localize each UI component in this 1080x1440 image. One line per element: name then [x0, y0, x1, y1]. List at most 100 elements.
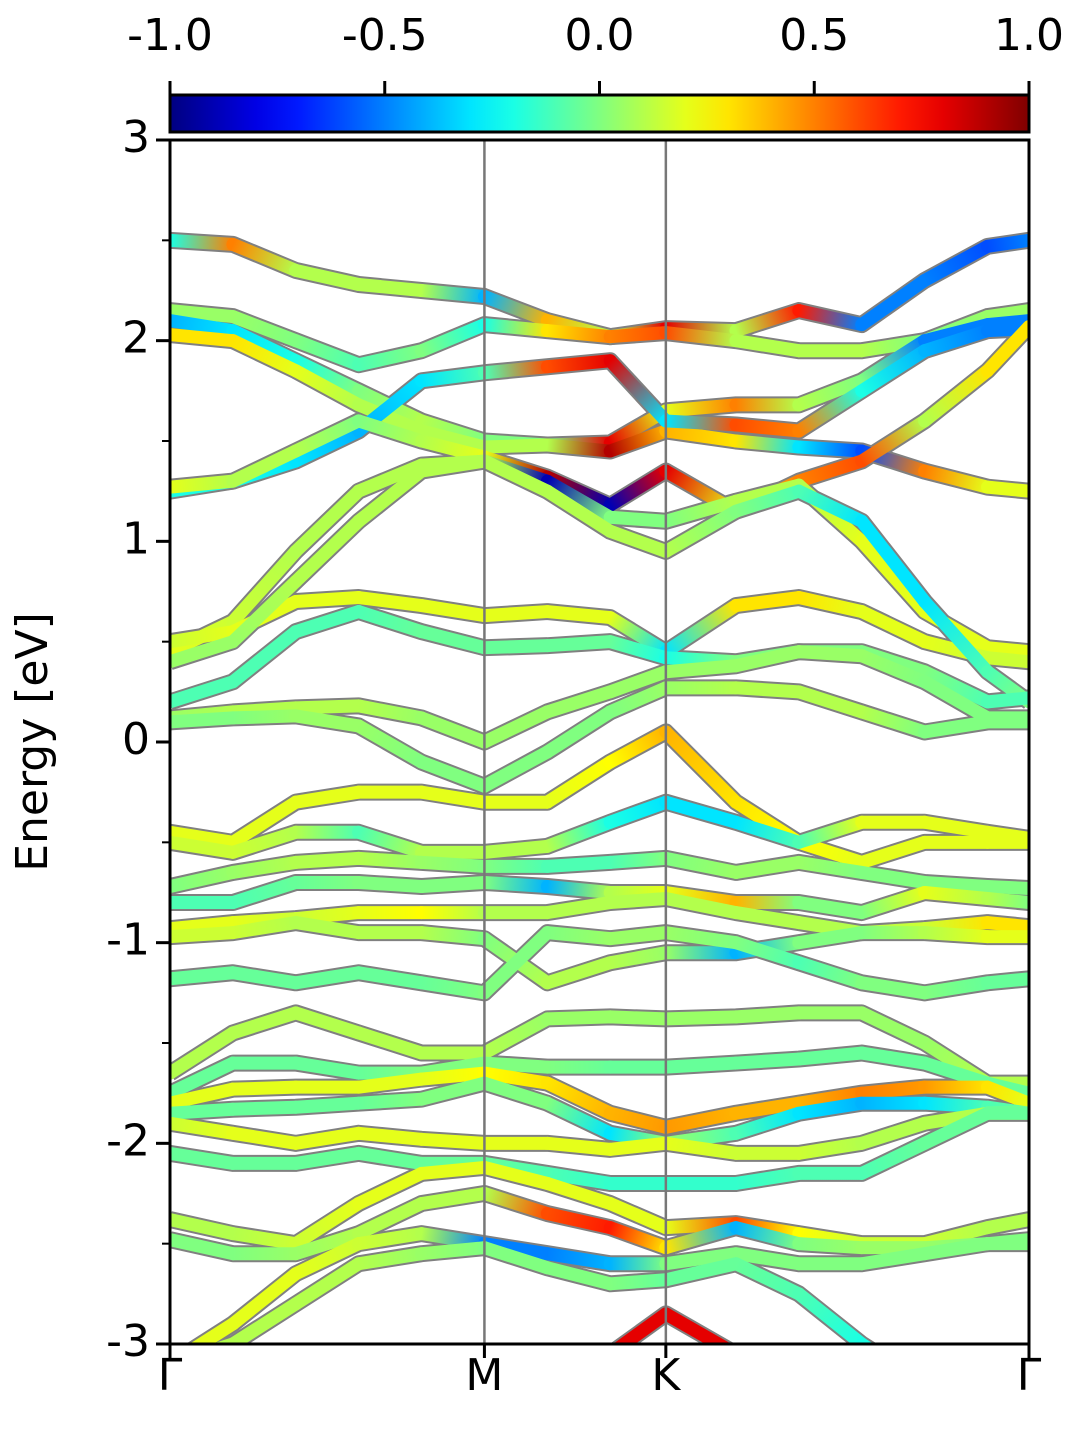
band-segment	[855, 1337, 874, 1344]
colorbar-tick-label: -0.5	[342, 10, 428, 61]
band-segment	[729, 1247, 806, 1271]
band-segment	[415, 424, 491, 454]
band-segment	[352, 398, 429, 438]
band-segment	[540, 896, 617, 920]
band-segment	[352, 464, 429, 528]
band-segment	[540, 605, 617, 625]
band-segment	[415, 366, 491, 388]
band-segment	[792, 1237, 869, 1255]
band-segment	[918, 1237, 994, 1261]
band-segment	[415, 875, 491, 893]
band-segment	[289, 1096, 366, 1114]
band-segment	[792, 1046, 869, 1066]
band-segment	[289, 906, 366, 926]
band-segment	[603, 681, 673, 719]
y-axis-label: Energy [eV]	[7, 612, 58, 872]
band-segment	[540, 484, 617, 538]
band-segment	[792, 304, 869, 332]
band-segment	[289, 709, 366, 733]
band-segment	[189, 1317, 240, 1344]
band-segment	[729, 304, 806, 338]
band-segment	[729, 418, 806, 438]
band-segment	[659, 494, 743, 528]
band-segment	[603, 635, 673, 665]
band-segment	[477, 705, 554, 749]
band-segment	[170, 314, 240, 338]
band-segment	[659, 851, 743, 879]
band-segment	[918, 464, 994, 494]
band-segment	[540, 1247, 617, 1271]
band-segment	[415, 1066, 491, 1086]
y-tick-label: 3	[122, 112, 150, 163]
band-segment	[477, 1160, 554, 1190]
band-segment	[792, 926, 869, 950]
band-segment	[170, 635, 240, 669]
band-segment	[540, 324, 617, 344]
band-segment	[170, 835, 240, 859]
band-segment	[792, 896, 869, 920]
band-segment	[918, 1106, 994, 1150]
band-segment	[659, 1221, 743, 1255]
band-segment	[659, 424, 743, 448]
band-segment	[289, 591, 366, 609]
band-segment	[603, 1136, 673, 1156]
band-segment	[170, 711, 240, 729]
band-segment	[477, 926, 554, 1000]
band-segment	[540, 956, 617, 990]
band-segment	[603, 524, 673, 558]
band-segment	[170, 916, 240, 936]
band-segment	[226, 709, 303, 725]
y-tick-label: 2	[122, 313, 150, 364]
band-segment	[226, 855, 303, 879]
band-segment	[855, 1046, 932, 1070]
band-segment	[603, 946, 673, 970]
band-segment	[603, 1221, 673, 1255]
colorbar-tick-label: 0.0	[565, 10, 635, 61]
band-segment	[289, 514, 366, 588]
band-segment	[855, 1247, 932, 1271]
band-segment	[415, 1132, 491, 1150]
band-segment	[603, 892, 673, 910]
band-segment	[729, 815, 806, 849]
band-segment	[855, 976, 932, 1000]
band-segment	[729, 1096, 806, 1120]
band-segment	[540, 1076, 617, 1120]
band-segment	[659, 599, 743, 659]
band-segment	[170, 1056, 240, 1100]
band-segment	[226, 1006, 303, 1040]
band-segment	[415, 1076, 491, 1106]
band-segment	[352, 1072, 429, 1094]
x-tick-label: Γ	[1017, 1350, 1042, 1401]
band-segment	[477, 839, 554, 859]
band-segment	[415, 785, 491, 809]
band-segment	[540, 755, 617, 809]
band-segment	[415, 711, 491, 749]
band-segment	[352, 414, 429, 448]
band-segment	[855, 1116, 932, 1150]
band-segment	[540, 1207, 617, 1235]
band-segment	[659, 1257, 743, 1287]
band-segment	[659, 398, 743, 418]
band-segment	[792, 815, 869, 849]
band-segment	[170, 1026, 240, 1080]
band-segment	[918, 675, 994, 725]
band-segment	[729, 1106, 806, 1140]
band-segment	[352, 1126, 429, 1146]
y-tick-label: 1	[122, 513, 150, 564]
band-segment	[855, 334, 932, 388]
band-segment	[540, 474, 617, 524]
band-segment	[855, 835, 932, 869]
band-segment	[170, 304, 240, 324]
band-segment	[477, 1012, 554, 1060]
band-segment	[170, 1116, 240, 1140]
band-segment	[289, 1257, 366, 1311]
band-segment	[603, 464, 673, 512]
band-segment	[289, 966, 366, 990]
band-segment	[415, 434, 491, 464]
band-segment	[289, 785, 366, 809]
band-segment	[792, 1136, 869, 1160]
band-segment	[603, 424, 673, 458]
band-segment	[289, 1056, 366, 1080]
colorbar-tick-label: -1.0	[127, 10, 213, 61]
band-segment	[226, 1080, 303, 1096]
